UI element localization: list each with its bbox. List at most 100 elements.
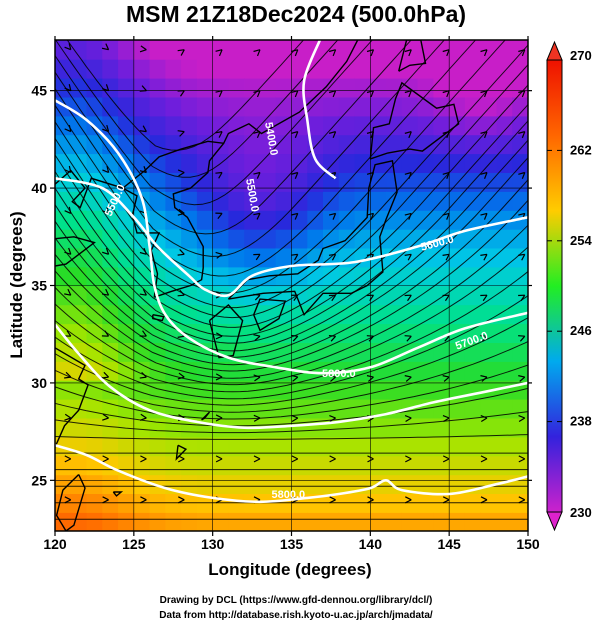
temperature-cell	[244, 96, 261, 117]
wind-arrow	[102, 206, 110, 214]
wind-arrowhead	[442, 455, 450, 463]
temperature-cell	[86, 134, 104, 155]
temperature-cell	[323, 58, 340, 79]
temperature-cell	[244, 512, 261, 531]
temperature-cell	[370, 58, 387, 79]
temperature-cell	[118, 417, 135, 438]
wind-arrowhead	[328, 375, 336, 382]
wind-arrowhead	[215, 455, 223, 463]
temperature-cell	[417, 436, 435, 457]
temperature-cell	[244, 342, 261, 362]
height-contour-5500.0	[55, 177, 528, 298]
temperature-cell	[401, 455, 419, 476]
streamline	[55, 139, 528, 352]
wind-arrow	[215, 251, 223, 259]
wind-arrow	[102, 455, 109, 463]
temperature-cell	[480, 96, 498, 117]
temperature-cell	[196, 455, 214, 476]
wind-arrow	[405, 455, 412, 463]
wind-arrowhead	[102, 84, 110, 92]
wind-arrow	[404, 414, 412, 423]
coastline	[55, 347, 89, 448]
wind-arrowhead	[480, 49, 488, 57]
temperature-cell	[480, 40, 498, 60]
temperature-cell	[307, 474, 324, 494]
temperature-cell	[244, 398, 261, 419]
temperature-cell	[260, 153, 277, 173]
temperature-cell	[165, 134, 182, 155]
wind-arrowhead	[404, 131, 412, 139]
temperature-cell	[70, 247, 88, 268]
credit-data: Data from http://database.rish.kyoto-u.a…	[159, 610, 433, 621]
wind-arrow	[480, 212, 488, 220]
temperature-cell	[417, 210, 435, 230]
wind-arrow	[404, 375, 412, 382]
x-tick-label: 150	[516, 536, 540, 552]
temperature-cell	[464, 455, 482, 476]
temperature-cell	[260, 228, 277, 249]
wind-arrow	[329, 414, 336, 423]
wind-arrowhead	[518, 171, 526, 179]
temperature-cell	[86, 379, 104, 400]
temperature-cell	[433, 512, 450, 531]
temperature-cell	[433, 115, 450, 136]
temperature-cell	[323, 40, 340, 60]
wind-arrowhead	[518, 253, 526, 261]
temperature-cell	[133, 512, 151, 531]
temperature-cell	[244, 379, 261, 400]
temperature-cell	[480, 342, 498, 362]
temperature-cell	[370, 77, 387, 98]
temperature-cell	[417, 512, 435, 531]
height-contour-5700.0	[55, 323, 528, 430]
temperature-cell	[118, 304, 135, 325]
streamline	[55, 224, 528, 379]
temperature-cell	[212, 96, 230, 117]
temperature-cell	[133, 58, 151, 79]
wind-arrowhead	[328, 294, 337, 302]
wind-arrow	[253, 455, 261, 463]
x-tick-label: 135	[280, 536, 304, 552]
temperature-cell	[496, 417, 514, 438]
temperature-cell	[480, 455, 498, 476]
temperature-cell	[323, 512, 340, 531]
temperature-cell	[401, 153, 419, 173]
temperature-cell	[307, 436, 324, 457]
wind-arrowhead	[64, 84, 72, 92]
wind-arrow	[291, 455, 299, 463]
wind-arrow	[404, 49, 412, 57]
wind-arrow	[64, 84, 72, 92]
wind-arrowhead	[177, 169, 185, 177]
temperature-cell	[149, 58, 167, 79]
temperature-cell	[260, 134, 277, 155]
wind-arrowhead	[253, 253, 261, 261]
temperature-cell	[323, 436, 340, 457]
temperature-cell	[464, 417, 482, 438]
temperature-cell	[118, 115, 135, 136]
temperature-cell	[228, 512, 245, 531]
temperature-cell	[354, 191, 372, 211]
temperature-cell	[133, 134, 151, 155]
temperature-cell	[86, 512, 104, 531]
temperature-cell	[323, 96, 340, 117]
temperature-cell	[118, 96, 135, 117]
temperature-cell	[307, 455, 324, 476]
temperature-cell	[496, 58, 514, 79]
wind-arrow	[442, 455, 450, 463]
temperature-cell	[55, 304, 72, 325]
wind-arrow	[404, 90, 412, 98]
wind-arrowhead	[139, 288, 147, 296]
temperature-cell	[417, 191, 435, 211]
temperature-cell	[480, 266, 498, 287]
wind-arrow	[291, 131, 299, 139]
temperature-cell	[370, 40, 387, 60]
temperature-cell	[338, 115, 356, 136]
temperature-cell	[275, 172, 293, 192]
wind-arrowhead	[139, 371, 147, 379]
temperature-cell	[338, 455, 356, 476]
coastline	[208, 304, 244, 359]
temperature-cell	[496, 228, 514, 249]
temperature-cell	[70, 210, 88, 230]
temperature-cell	[291, 77, 309, 98]
wind-arrowhead	[480, 131, 488, 139]
temperature-cell	[449, 77, 466, 98]
